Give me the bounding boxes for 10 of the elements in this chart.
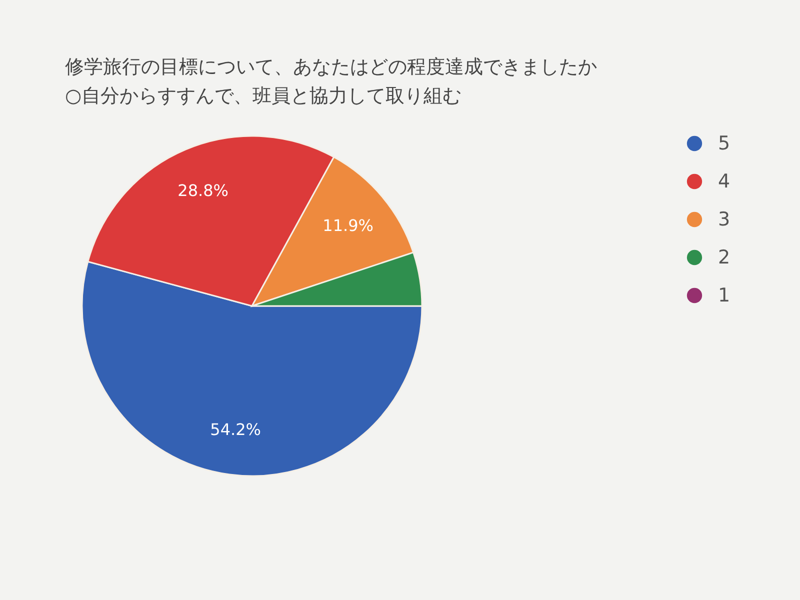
data-label: 11.9% bbox=[322, 216, 374, 236]
legend-label: 2 bbox=[718, 246, 730, 268]
legend-label: 5 bbox=[718, 132, 730, 154]
data-label: 54.2% bbox=[210, 420, 261, 439]
chart-subtitle: ○自分からすすんで、班員と協力して取り組む bbox=[65, 85, 462, 107]
chart-title: 修学旅行の目標について、あなたはどの程度達成できましたか bbox=[65, 56, 597, 78]
legend-label: 4 bbox=[718, 170, 730, 192]
data-label: 28.8% bbox=[178, 180, 228, 200]
legend-label: 1 bbox=[718, 284, 730, 306]
legend-label: 3 bbox=[718, 208, 730, 230]
